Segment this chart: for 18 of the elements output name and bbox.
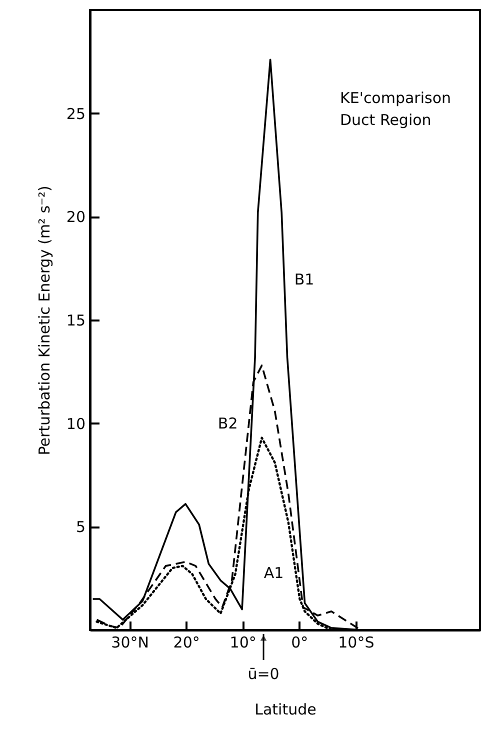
y-tick-label: 15 [66, 312, 86, 330]
series-label: A1 [264, 564, 284, 582]
x-tick-label: 20° [173, 634, 200, 652]
annotation: Duct Region [340, 111, 432, 129]
x-tick-label: 30°N [111, 634, 149, 652]
y-axis-title: Perturbation Kinetic Energy (m² s⁻²) [35, 186, 54, 456]
x-tick-label: 0° [291, 634, 308, 652]
y-tick-label: 5 [76, 518, 86, 536]
y-tick-label: 10 [66, 414, 86, 433]
x-axis-title: Latitude [254, 700, 316, 718]
series-label: B2 [218, 414, 238, 432]
series-label: B1 [294, 270, 314, 289]
y-tick-label: 20 [66, 208, 86, 226]
annotation: ū=0 [248, 665, 280, 683]
x-tick-label: 10°S [338, 634, 374, 652]
y-tick-label: 25 [66, 104, 86, 123]
x-tick-label: 10° [230, 634, 256, 652]
annotation: KE'comparison [340, 89, 452, 107]
